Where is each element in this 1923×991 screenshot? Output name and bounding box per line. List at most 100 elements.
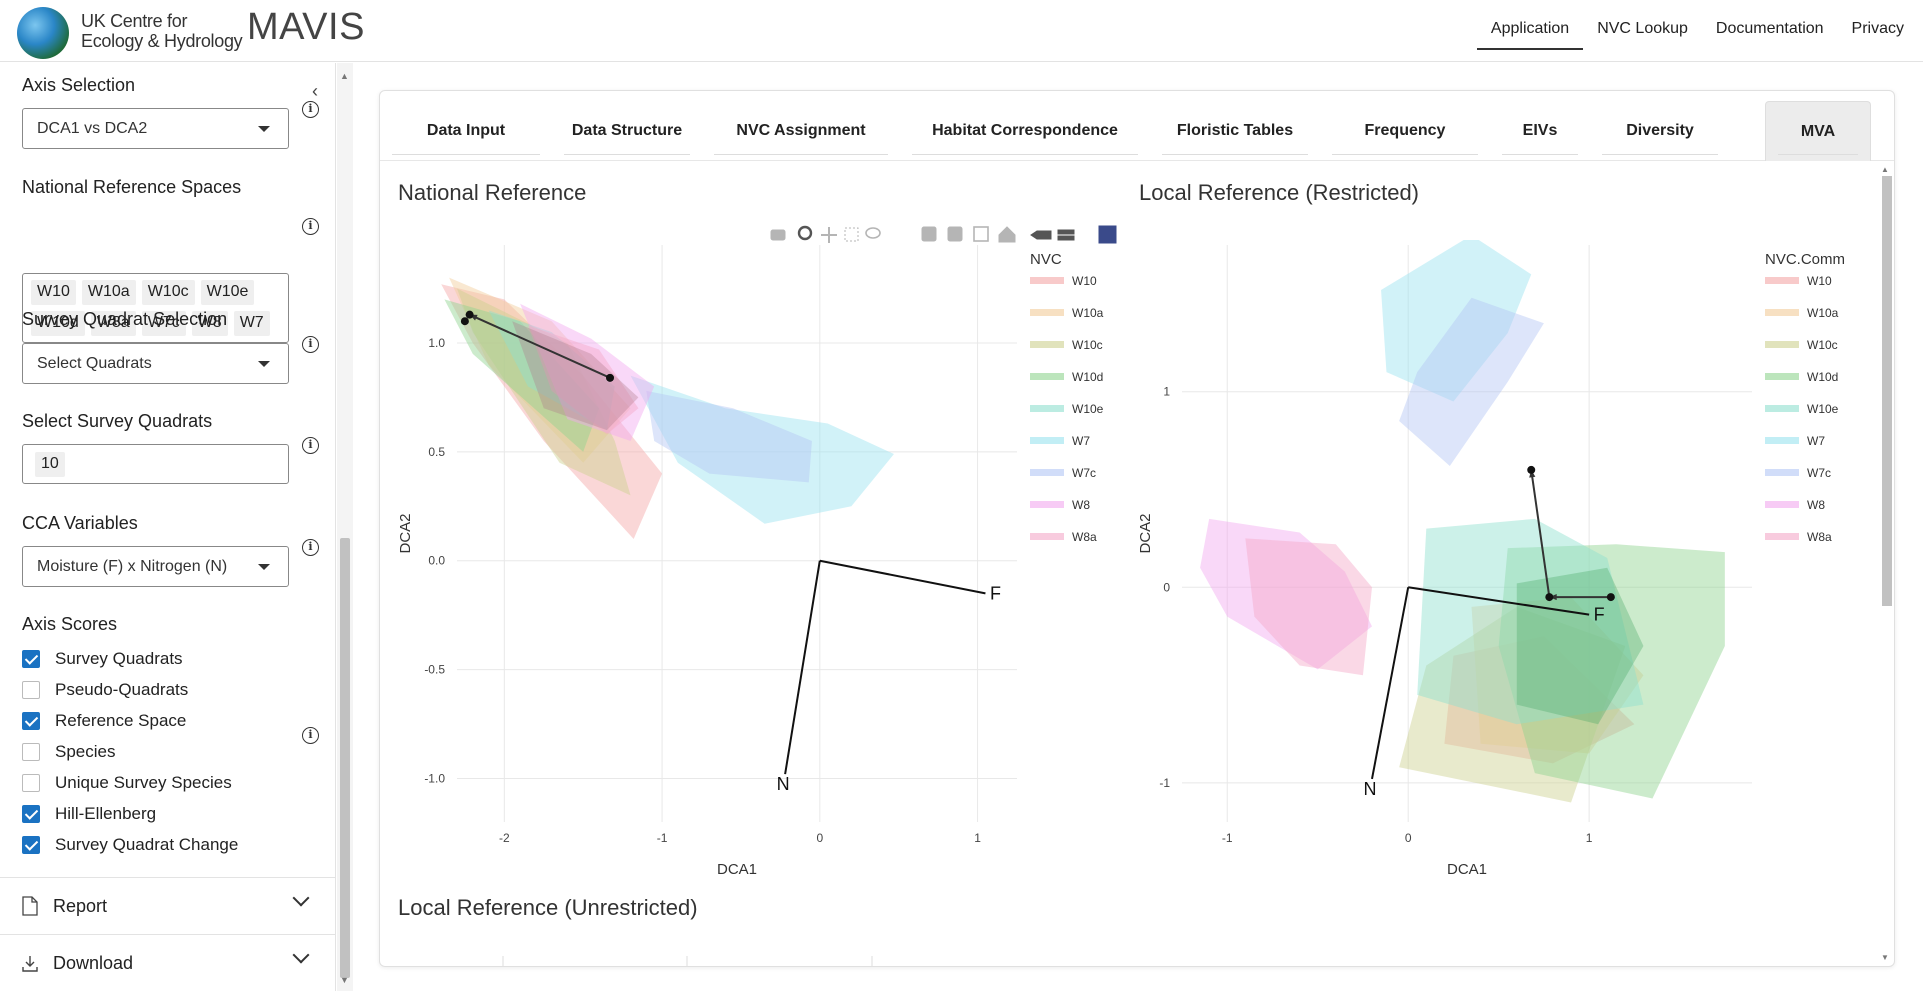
scroll-up-icon[interactable]: ▲ (1881, 165, 1889, 174)
legend-item-w10a[interactable]: W10a (1030, 306, 1104, 320)
main-scrollbar[interactable]: ▲ ▼ (1880, 165, 1893, 966)
tab-eivs[interactable]: EIVs (1490, 101, 1590, 161)
reference-space-w7c[interactable] (1399, 297, 1544, 467)
scrollbar-thumb[interactable] (1882, 176, 1892, 606)
scroll-down-icon[interactable]: ▼ (1881, 953, 1889, 962)
survey-quadrat-point[interactable] (1545, 593, 1554, 602)
reference-chip[interactable]: W10d (31, 311, 85, 336)
legend-item-w8a[interactable]: W8a (1030, 530, 1097, 544)
info-icon[interactable]: i (302, 336, 319, 353)
reference-space-w10[interactable] (441, 284, 663, 539)
hover-compare-icon[interactable] (1057, 229, 1075, 241)
local-restricted-chart[interactable]: -1 0 1 -1 0 1 F N DCA1 DCA2 NVC.Comm W10 W10a W10c W10… (1132, 240, 1872, 880)
collapse-sidebar-button[interactable]: ‹ (312, 81, 318, 101)
scroll-down-icon[interactable]: ▼ (340, 975, 349, 985)
checkbox-survey-quadrat-change[interactable]: Survey Quadrat Change (22, 829, 238, 860)
checkbox-reference-space[interactable]: Reference Space (22, 705, 238, 736)
tab-data-structure[interactable]: Data Structure (552, 101, 702, 161)
legend-item-w10e[interactable]: W10e (1030, 402, 1104, 416)
reference-space-w8a[interactable] (1245, 538, 1372, 676)
survey-quadrat-point[interactable] (465, 310, 474, 319)
nav-documentation[interactable]: Documentation (1715, 20, 1824, 37)
checkbox[interactable] (22, 835, 40, 854)
checkbox-pseudo-quadrats[interactable]: Pseudo-Quadrats (22, 674, 238, 705)
survey-quadrat-point[interactable] (1606, 593, 1615, 602)
reference-chip[interactable]: W10c (141, 280, 195, 305)
info-icon[interactable]: i (302, 437, 319, 454)
reference-space-w10c[interactable] (1399, 606, 1626, 803)
reference-chip[interactable]: W7 (233, 311, 270, 336)
info-icon[interactable]: i (302, 218, 319, 235)
legend-item-w7c[interactable]: W7c (1765, 466, 1831, 480)
reference-space-w10e[interactable] (1417, 518, 1644, 725)
hover-closest-icon[interactable] (1030, 230, 1052, 240)
info-icon[interactable]: i (302, 101, 319, 118)
info-icon[interactable]: i (302, 727, 319, 744)
checkbox-species[interactable]: Species (22, 736, 238, 767)
zoom-icon[interactable] (797, 225, 813, 241)
select-survey-quadrats-input[interactable]: 10 (22, 444, 289, 484)
legend-item-w7[interactable]: W7 (1030, 434, 1090, 448)
reference-space-w10d[interactable] (1498, 544, 1725, 799)
survey-quadrat-point[interactable] (460, 317, 469, 326)
quadrat-chip[interactable]: 10 (35, 452, 65, 477)
nav-application[interactable]: Application (1476, 10, 1584, 50)
nav-nvc-lookup[interactable]: NVC Lookup (1597, 20, 1688, 37)
reference-space-w7[interactable] (1381, 240, 1532, 402)
reference-chip[interactable]: W10 (31, 280, 76, 305)
box-select-icon[interactable] (844, 227, 859, 242)
legend-item-w10c[interactable]: W10c (1765, 338, 1838, 352)
national-reference-multiselect[interactable]: W10 W10a W10c W10e W10d W8a W7c W8 W7 (22, 273, 289, 343)
legend-item-w7[interactable]: W7 (1765, 434, 1825, 448)
reference-space-w10a[interactable] (1471, 597, 1644, 754)
reference-space-w7[interactable] (630, 375, 894, 524)
reference-space-w10d[interactable] (444, 299, 599, 452)
reference-chip[interactable]: W8 (191, 311, 228, 336)
tab-nvc-assignment[interactable]: NVC Assignment (702, 101, 900, 161)
download-accordion[interactable]: Download (0, 934, 335, 990)
tab-mva[interactable]: MVA (1765, 101, 1871, 161)
reference-chip[interactable]: W8a (90, 311, 136, 336)
tab-habitat-correspondence[interactable]: Habitat Correspondence (900, 101, 1150, 161)
survey-quadrat-selection-dropdown[interactable]: Select Quadrats (22, 343, 289, 384)
tab-diversity[interactable]: Diversity (1590, 101, 1730, 161)
legend-item-w7c[interactable]: W7c (1030, 466, 1096, 480)
survey-quadrat-point[interactable] (606, 373, 615, 382)
tab-data-input[interactable]: Data Input (380, 101, 552, 161)
scroll-up-icon[interactable]: ▲ (340, 71, 349, 81)
legend-item-w8[interactable]: W8 (1030, 498, 1090, 512)
camera-icon[interactable] (770, 229, 786, 241)
info-icon[interactable]: i (302, 539, 319, 556)
pan-icon[interactable] (821, 227, 837, 243)
national-reference-chart[interactable]: -2 -1 0 1 -1.0 -0.5 0.0 0.5 1.0 F N DCA1 DCA2 NVC W10 W… (392, 240, 1112, 880)
checkbox[interactable] (22, 804, 40, 823)
checkbox[interactable] (22, 649, 40, 668)
zoom-out-icon[interactable] (947, 226, 963, 242)
report-accordion[interactable]: Report (0, 877, 335, 933)
legend-item-w8[interactable]: W8 (1765, 498, 1825, 512)
reference-space-w8[interactable] (520, 303, 655, 441)
cca-variables-dropdown[interactable]: Moisture (F) x Nitrogen (N) (22, 546, 289, 587)
reference-space-w8[interactable] (1200, 518, 1372, 670)
checkbox[interactable] (22, 711, 40, 730)
legend-item-w10a[interactable]: W10a (1765, 306, 1839, 320)
checkbox-survey-quadrats[interactable]: Survey Quadrats (22, 643, 238, 674)
sidebar-scrollbar[interactable]: ▲ ▼ (337, 63, 353, 991)
reference-space-w10c[interactable] (457, 288, 631, 496)
legend-item-w10d[interactable]: W10d (1765, 370, 1838, 384)
axis-selection-dropdown[interactable]: DCA1 vs DCA2 (22, 108, 289, 149)
lasso-select-icon[interactable] (865, 227, 881, 239)
reference-chip[interactable]: W10a (81, 280, 136, 305)
reference-chip[interactable]: W7c (141, 311, 186, 336)
reset-axes-icon[interactable] (998, 226, 1016, 243)
scrollbar-thumb[interactable] (340, 538, 350, 978)
checkbox[interactable] (22, 773, 40, 792)
survey-quadrat-point[interactable] (1527, 465, 1536, 474)
legend-item-w10e[interactable]: W10e (1765, 402, 1839, 416)
autoscale-icon[interactable] (973, 226, 989, 242)
reference-chip[interactable]: W10e (200, 280, 255, 305)
legend-item-w10c[interactable]: W10c (1030, 338, 1103, 352)
legend-item-w10[interactable]: W10 (1765, 274, 1832, 288)
plotly-logo-icon[interactable] (1098, 225, 1117, 244)
checkbox[interactable] (22, 680, 40, 699)
